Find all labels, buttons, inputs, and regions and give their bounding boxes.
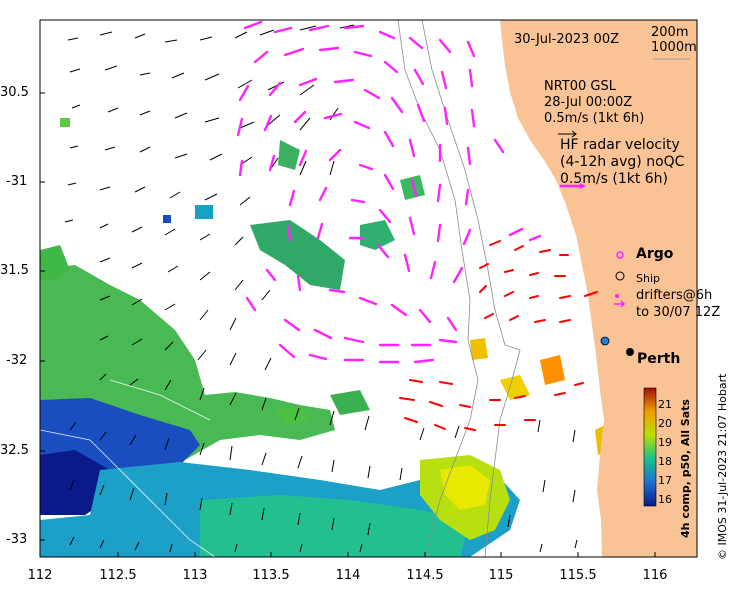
y-tick: -31 <box>6 174 28 189</box>
colorbar-tick: 17 <box>658 474 672 487</box>
hf-legend-line1: HF radar velocity <box>560 137 680 153</box>
x-tick: 112.5 <box>99 568 137 583</box>
nrt-legend-line2: 28-Jul 00:00Z <box>544 95 633 110</box>
colorbar-tick: 16 <box>658 493 672 506</box>
x-tick: 116 <box>642 568 668 583</box>
depth-1000-label: 1000m <box>651 40 697 55</box>
colorbar-tick: 18 <box>658 455 672 468</box>
sst-layer <box>40 118 610 557</box>
ship-legend: Ship <box>636 272 660 285</box>
city-label-perth: Perth <box>637 351 681 367</box>
colorbar-tick: 21 <box>658 398 672 411</box>
y-tick: 30.5 <box>0 85 29 100</box>
hf-legend-line3: 0.5m/s (1kt 6h) <box>560 171 669 187</box>
nrt-legend-line3: 0.5m/s (1kt 6h) <box>544 111 645 126</box>
colorbar-tick: 19 <box>658 436 672 449</box>
y-tick: -32 <box>6 353 28 368</box>
credit-text: © IMOS 31-Jul-2023 21:07 Hobart <box>716 373 729 560</box>
model-velocity-arrows <box>64 24 578 553</box>
x-tick: 114 <box>335 568 361 583</box>
colorbar-tick: 20 <box>658 417 672 430</box>
x-tick: 112 <box>27 568 53 583</box>
nrt-legend-line1: NRT00 GSL <box>544 79 616 94</box>
x-tick: 113.5 <box>252 568 290 583</box>
radar-arrows-red <box>399 240 598 431</box>
x-tick: 114.5 <box>406 568 444 583</box>
colorbar-label: 4h comp, p50, All Sats <box>679 399 692 538</box>
x-tick: 113 <box>182 568 208 583</box>
x-tick: 115 <box>488 568 514 583</box>
sst-colorbar <box>643 387 657 507</box>
drifters-legend-line2: to 30/07 12Z <box>636 305 721 320</box>
hf-legend-line2: (4-12h avg) noQC <box>560 154 685 170</box>
depth-200-label: 200m <box>651 25 689 40</box>
y-tick: 32.5 <box>0 443 29 458</box>
y-tick: -33 <box>6 532 28 547</box>
hf-radar-arrows <box>236 20 542 364</box>
argo-legend: Argo <box>636 246 674 262</box>
drifters-legend-line1: drifters@6h <box>636 288 713 303</box>
y-tick: 31.5 <box>0 263 29 278</box>
x-tick: 115.5 <box>559 568 597 583</box>
map-date: 30-Jul-2023 00Z <box>514 32 619 47</box>
